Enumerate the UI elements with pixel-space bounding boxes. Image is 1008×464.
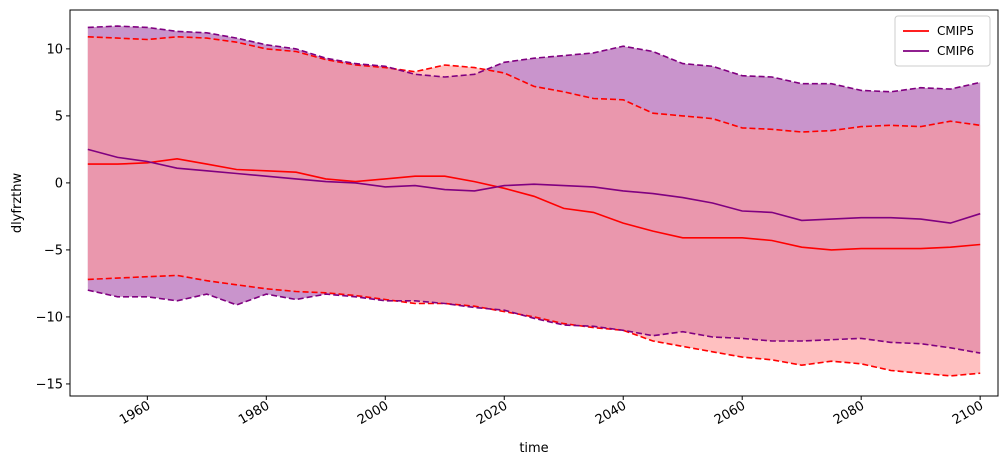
- cmip6-upper-bound-line: [87, 25, 981, 93]
- cmip6-lower-bound-line: [87, 289, 981, 354]
- y-tick-label: −15: [36, 377, 63, 392]
- x-tick-label: 1960: [117, 398, 153, 428]
- x-tick-label: 2060: [712, 398, 748, 428]
- cmip6-mean-line: [87, 148, 981, 224]
- band-boundary-lines: [87, 25, 981, 377]
- x-tick-label: 1980: [236, 398, 272, 428]
- legend-label-cmip5: CMIP5: [937, 24, 974, 38]
- y-tick-label: −5: [44, 243, 63, 258]
- y-axis-label: dlyfrzthw: [10, 173, 25, 234]
- band-cmip5: [87, 36, 981, 376]
- y-axis-ticks: −15 −10 −5 0 5 10: [36, 42, 70, 392]
- x-tick-label: 2020: [474, 398, 510, 428]
- plot-area-frame: [69, 9, 999, 397]
- legend-box: [894, 15, 991, 67]
- uncertainty-bands: [87, 26, 981, 376]
- y-tick-label: 0: [55, 176, 63, 191]
- y-tick-label: −10: [36, 310, 63, 325]
- x-tick-label: 2040: [593, 398, 629, 428]
- y-tick-label: 5: [55, 109, 63, 124]
- x-axis-ticks: 1960 1980 2000 2020 2040 2060 2080 2100: [117, 396, 986, 428]
- cmip5-upper-bound-line: [87, 35, 981, 133]
- legend-label-cmip6: CMIP6: [937, 44, 974, 58]
- x-tick-label: 2000: [355, 398, 391, 428]
- x-tick-label: 2080: [831, 398, 867, 428]
- cmip5-mean-line: [87, 157, 981, 251]
- y-tick-label: 10: [46, 42, 63, 57]
- cmip5-lower-bound-line: [87, 274, 981, 377]
- mean-lines: [87, 148, 981, 251]
- legend: CMIP5 CMIP6: [894, 15, 991, 67]
- x-axis-label: time: [519, 441, 548, 456]
- x-tick-label: 2100: [950, 398, 986, 428]
